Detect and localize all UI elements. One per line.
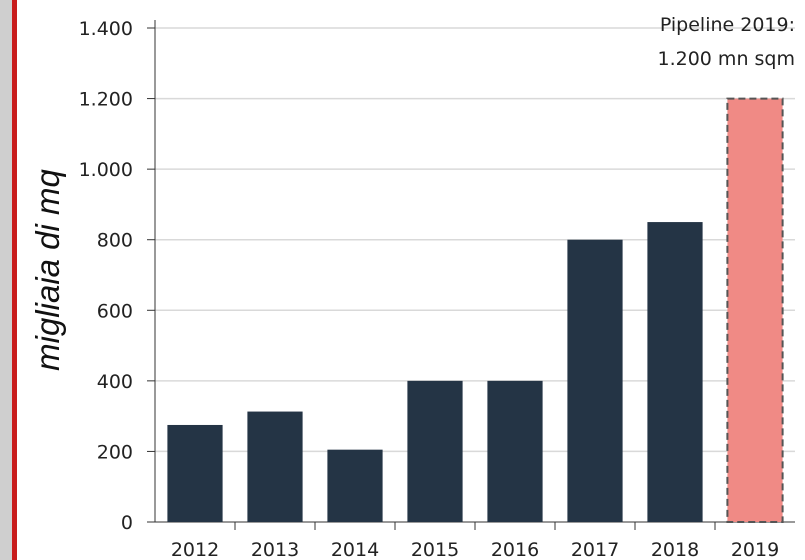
- y-tick-label: 0: [121, 512, 133, 534]
- left-accent-border: [12, 0, 17, 560]
- bar: [567, 239, 623, 522]
- y-tick-label: 200: [97, 441, 133, 463]
- x-tick-label: 2014: [331, 539, 379, 560]
- x-tick-label: 2013: [251, 539, 299, 560]
- x-tick-label: 2018: [651, 539, 699, 560]
- pipeline-annotation-line2: 1.200 mn sqm: [657, 48, 796, 70]
- x-tick-label: 2019: [731, 539, 779, 560]
- y-tick-label: 1.400: [79, 18, 133, 40]
- y-tick-label: 800: [97, 230, 133, 252]
- bar-projected: [726, 97, 784, 523]
- bar: [167, 424, 223, 522]
- x-tick-label: 2017: [571, 539, 619, 560]
- x-tick-label: 2016: [491, 539, 539, 560]
- bar: [487, 380, 543, 522]
- x-tick-label: 2012: [171, 539, 219, 560]
- left-decorative-stripe: [0, 0, 12, 560]
- y-tick-label: 1.000: [79, 159, 133, 181]
- y-tick-label: 1.200: [79, 89, 133, 111]
- y-axis-label: migliaia di mq: [29, 169, 66, 371]
- bar: [647, 222, 703, 523]
- y-tick-label: 400: [97, 371, 133, 393]
- pipeline-annotation-line1: Pipeline 2019:: [659, 14, 795, 36]
- y-tick-label: 600: [97, 300, 133, 322]
- bar: [327, 449, 383, 522]
- bar: [247, 411, 303, 522]
- bar: [407, 380, 463, 522]
- x-tick-label: 2015: [411, 539, 459, 560]
